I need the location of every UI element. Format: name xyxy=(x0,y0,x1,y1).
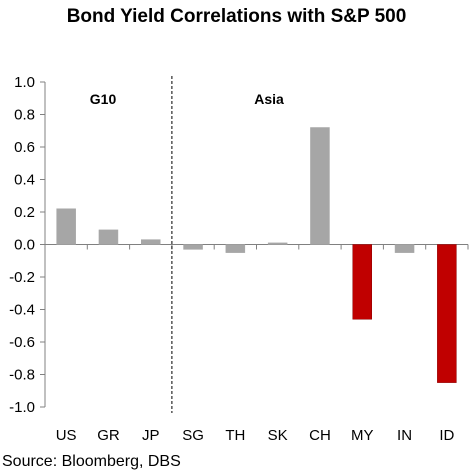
group-label-g10: G10 xyxy=(90,91,117,107)
bar-us xyxy=(56,208,76,245)
x-tick-label: CH xyxy=(309,427,331,444)
x-tick-label: TH xyxy=(225,427,245,444)
y-tick-label: -0.4 xyxy=(9,302,35,319)
source-note: Source: Bloomberg, DBS xyxy=(2,453,181,470)
x-tick-label: IN xyxy=(397,427,412,444)
x-tick-label: US xyxy=(56,427,77,444)
x-tick-label: GR xyxy=(97,427,120,444)
y-tick-label: 0.4 xyxy=(14,172,35,189)
bar-in xyxy=(394,244,415,253)
bar-th xyxy=(225,244,246,253)
bars xyxy=(56,127,457,383)
y-tick-label: -0.2 xyxy=(9,269,35,286)
y-tick-label: 1.0 xyxy=(14,74,35,91)
x-tick-label: SG xyxy=(182,427,204,444)
x-tick-label: SK xyxy=(268,427,288,444)
y-tick-label: 0.8 xyxy=(14,107,35,124)
bar-ch xyxy=(310,127,330,245)
bar-id xyxy=(437,244,457,383)
bar-sg xyxy=(183,244,203,250)
y-tick-label: -0.6 xyxy=(9,334,35,351)
labels: 1.0 0.8 0.6 0.4 0.2 0.0 -0.2 -0.4 -0.6 -0.8 -1.0 US… xyxy=(9,74,454,444)
bar-my xyxy=(352,244,372,320)
y-tick-label: 0.2 xyxy=(14,204,35,221)
y-tick-label: 0.0 xyxy=(14,237,35,254)
x-tick-label: JP xyxy=(142,427,160,444)
x-tick-label: MY xyxy=(351,427,374,444)
x-tick-label: ID xyxy=(439,427,454,444)
bar-jp xyxy=(141,239,161,245)
group-label-asia: Asia xyxy=(254,91,284,107)
bar-sk xyxy=(267,242,288,245)
y-tick-label: 0.6 xyxy=(14,139,35,156)
bar-gr xyxy=(98,229,119,245)
y-tick-label: -0.8 xyxy=(9,367,35,384)
chart-title: Bond Yield Correlations with S&P 500 xyxy=(66,6,407,27)
y-tick-label: -1.0 xyxy=(9,399,35,416)
